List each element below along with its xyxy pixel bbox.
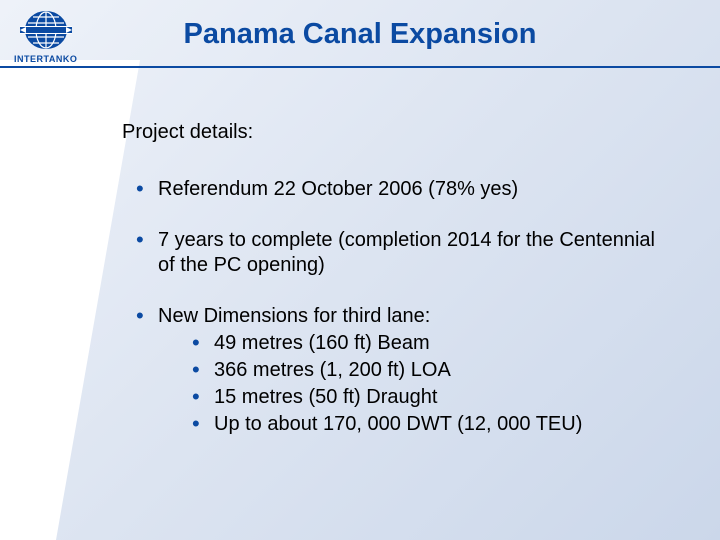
brand-logo-text: INTERTANKO [14,54,77,64]
slide-title: Panama Canal Expansion [0,18,720,51]
title-divider [0,66,720,68]
list-item: Up to about 170, 000 DWT (12, 000 TEU) [192,412,660,437]
content-subtitle: Project details: [122,120,660,145]
slide-content: Project details: Referendum 22 October 2… [122,120,660,463]
brand-logo: INTERTANKO [14,8,77,64]
list-item: 49 metres (160 ft) Beam [192,331,660,356]
list-item: 15 metres (50 ft) Draught [192,385,660,410]
list-item: 7 years to complete (completion 2014 for… [136,228,660,278]
list-item: Referendum 22 October 2006 (78% yes) [136,177,660,202]
list-item-text: Up to about 170, 000 DWT (12, 000 TEU) [214,413,582,435]
background-angle-shape [0,60,140,540]
list-item-text: Referendum 22 October 2006 (78% yes) [158,178,518,200]
list-item-text: 366 metres (1, 200 ft) LOA [214,359,451,381]
list-item-text: 49 metres (160 ft) Beam [214,332,430,354]
list-item-text: 7 years to complete (completion 2014 for… [158,229,655,276]
list-item: 366 metres (1, 200 ft) LOA [192,358,660,383]
list-item: New Dimensions for third lane: 49 metres… [136,304,660,437]
list-item-text: 15 metres (50 ft) Draught [214,386,437,408]
bullet-list: Referendum 22 October 2006 (78% yes) 7 y… [122,177,660,437]
list-item-text: New Dimensions for third lane: [158,305,430,327]
globe-icon [20,8,72,52]
sub-bullet-list: 49 metres (160 ft) Beam 366 metres (1, 2… [158,331,660,437]
